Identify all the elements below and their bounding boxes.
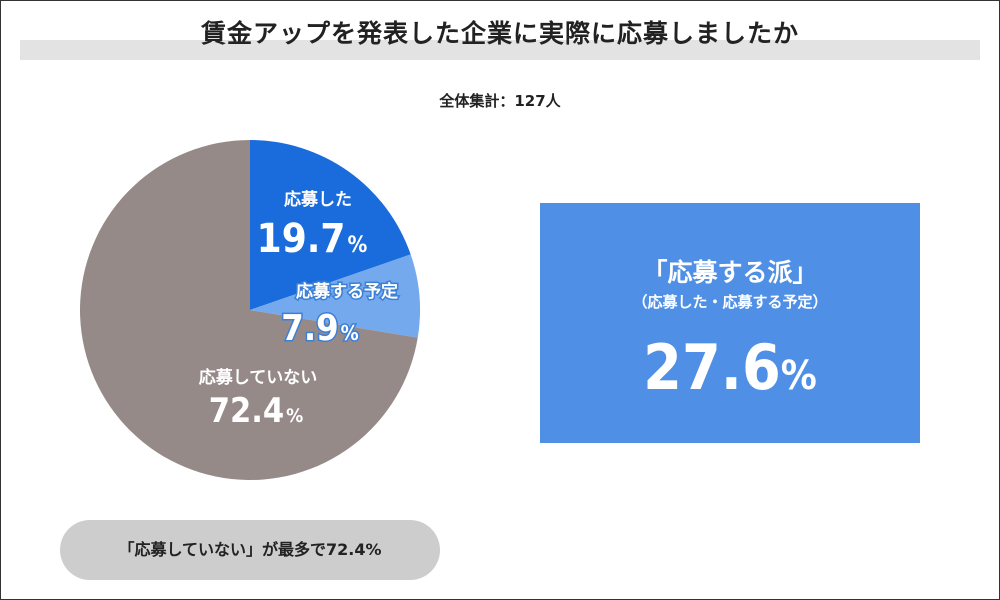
summary-value-unit: % (780, 353, 817, 399)
summary-sublabel: （応募した・応募する予定） (632, 293, 828, 311)
pie-slice-value-2: 7.9% (281, 308, 358, 349)
pie-slice-value-3: 72.4% (209, 391, 304, 431)
summary-value-number: 27.6 (643, 331, 781, 404)
pie-slice-label-1: 応募した (284, 189, 352, 210)
pie-slice-1 (250, 140, 411, 310)
summary-box: 「応募する派」 （応募した・応募する予定） 27.6% (540, 203, 920, 443)
chart-title: 賃金アップを発表した企業に実際に応募しましたか (200, 19, 799, 48)
pie-slice-label-2: 応募する予定 (296, 281, 398, 302)
pie-slice-label-3: 応募していない (199, 367, 318, 388)
pie-slice-3 (80, 140, 418, 480)
summary-value: 27.6% (540, 331, 920, 404)
summary-label: 「応募する派」 (642, 258, 818, 287)
pie-slice-2 (250, 254, 421, 338)
chart-subtitle: 全体集計：127人 (439, 92, 561, 110)
title-band (20, 40, 980, 60)
pie-slice-value-1: 19.7% (257, 216, 368, 262)
note-pill: 「応募していない」が最多で72.4% (60, 520, 440, 580)
